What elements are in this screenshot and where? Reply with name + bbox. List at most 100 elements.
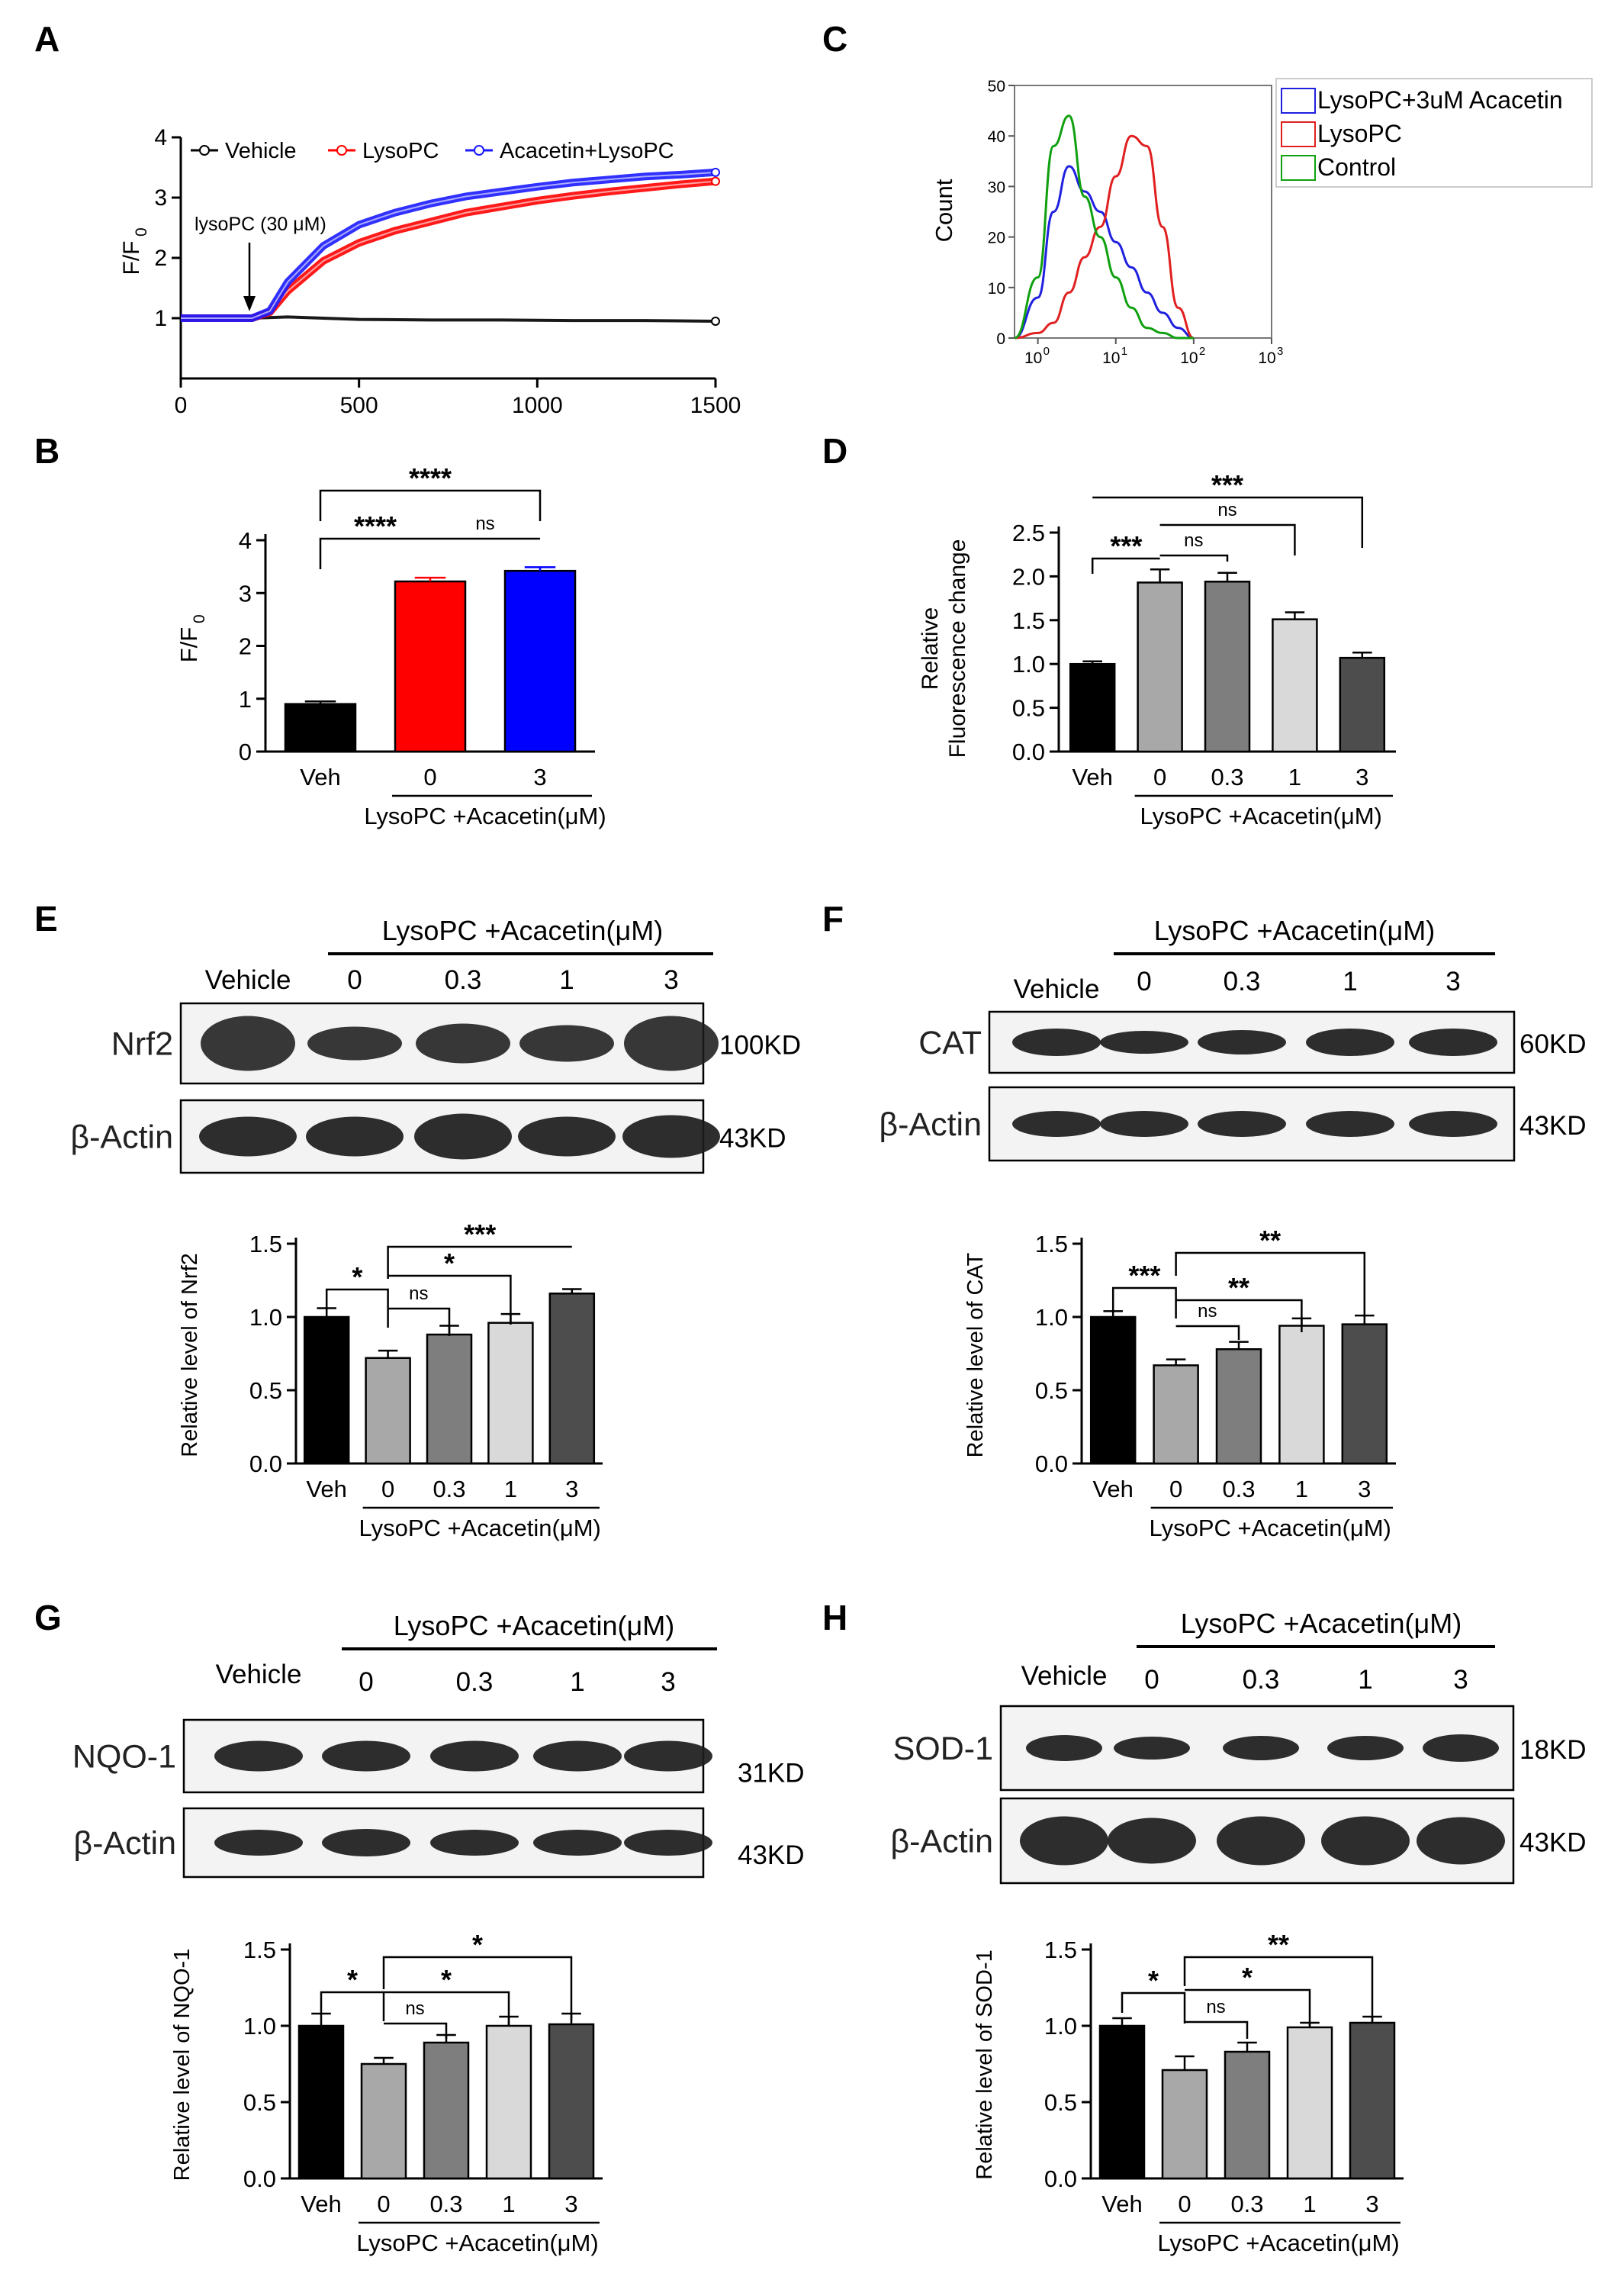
y-tick-label: 1.0 — [1044, 2013, 1077, 2040]
y-tick-label: 3 — [154, 185, 167, 211]
y-tick-label: 1.0 — [1012, 651, 1045, 678]
bar — [1339, 656, 1386, 753]
lane-label: 1 — [559, 965, 574, 995]
x-tick-exponent: 0 — [1044, 345, 1050, 358]
y-tick-label: 40 — [988, 128, 1005, 146]
x-tick-exponent: 2 — [1199, 345, 1205, 358]
significance-label: ns — [1184, 530, 1203, 551]
x-tick-label: 0 — [1153, 764, 1166, 790]
significance-bracket — [387, 1245, 572, 1279]
y-axis-label: Relative level of NQO-1 — [170, 1949, 195, 2181]
significance-label: ns — [1198, 1301, 1217, 1322]
bar — [1349, 2021, 1396, 2180]
y-axis-label: Relative level of SOD-1 — [973, 1950, 997, 2179]
x-tick-label: 1 — [1288, 764, 1301, 790]
protein-band — [1321, 1816, 1410, 1866]
histogram-trace — [1014, 165, 1195, 340]
protein-label: β-Actin — [879, 1106, 982, 1143]
y-tick-label: 0 — [996, 330, 1005, 348]
y-tick-label: 0.0 — [1012, 739, 1045, 765]
y-tick-label: 0.0 — [243, 2165, 276, 2192]
lane-label: 1 — [570, 1667, 584, 1697]
series-end-marker — [711, 316, 720, 326]
bar — [1089, 1315, 1137, 1465]
protein-band — [624, 1740, 712, 1772]
y-axis-label-text: Relative level of NQO-1 — [170, 1949, 195, 2181]
molecular-weight-label: 43KD — [1519, 1828, 1587, 1858]
y-tick-label: 0.5 — [1044, 2089, 1077, 2116]
protein-label: SOD-1 — [893, 1731, 993, 1767]
y-axis-label-sub: 0 — [133, 227, 150, 237]
protein-band — [1198, 1030, 1286, 1054]
x-tick-label: 0 — [377, 2191, 390, 2217]
lane-label: Vehicle — [1021, 1661, 1108, 1691]
series-line — [181, 168, 716, 322]
x-tick-label: 1500 — [690, 393, 741, 418]
x-tick-exponent: 1 — [1121, 345, 1127, 358]
bar — [487, 1322, 534, 1465]
significance-label: ns — [1206, 1997, 1225, 2017]
x-tick-label: 10 — [1258, 349, 1275, 367]
protein-band — [306, 1116, 404, 1157]
panel-letter-g: G — [34, 1598, 62, 1637]
bar — [423, 2041, 470, 2180]
legend-label: Acacetin+LysoPC — [500, 139, 674, 163]
significance-bracket — [1175, 1325, 1240, 1340]
y-tick-label: 1.5 — [1044, 1937, 1077, 1963]
x-tick-label: 3 — [1358, 1476, 1371, 1502]
y-tick-label: 1.0 — [1035, 1304, 1068, 1331]
significance-label: * — [347, 1964, 358, 1995]
y-tick-label: 20 — [988, 230, 1005, 247]
significance-bracket — [319, 489, 542, 521]
panel-d-bars: 0.0 0.5 1.0 1.5 2.0 2.5 Veh 0 0.3 1 3 LysoPC +Acace… — [918, 469, 1396, 829]
significance-label: *** — [464, 1219, 496, 1250]
protein-label: CAT — [918, 1025, 982, 1061]
x-tick-label: 0 — [1169, 1476, 1182, 1502]
protein-band — [1100, 1031, 1188, 1054]
bar — [394, 580, 467, 753]
panel-h-blot: H LysoPC +Acacetin(μM) Vehicle 0 0.3 1 3 SOD-1 1… — [822, 1598, 1587, 1885]
protein-band — [322, 1740, 410, 1772]
panel-e-bars: 0.0 0.5 1.0 1.5 Veh 0 0.3 1 3 LysoPC +Acacetin(μM… — [178, 1219, 603, 1541]
y-tick-label: 0.5 — [249, 1377, 282, 1404]
protein-band — [533, 1830, 622, 1856]
molecular-weight-label: 18KD — [1519, 1735, 1587, 1765]
legend-label: LysoPC+3uM Acacetin — [1317, 86, 1563, 114]
panel-a: A 1 2 3 4 0 500 1000 1500 F/F 0 Vehicle LysoPC Acacet… — [34, 19, 741, 418]
panel-h-bars: 0.0 0.5 1.0 1.5 Veh 0 0.3 1 3 LysoPC +Acacetin(μM… — [973, 1929, 1404, 2256]
legend-swatch — [1281, 88, 1316, 114]
protein-band — [1217, 1816, 1305, 1866]
significance-bracket — [1111, 1286, 1177, 1318]
legend-label: Control — [1317, 153, 1396, 181]
x-tick-label: 3 — [565, 1476, 578, 1502]
y-tick-label: 0 — [239, 739, 252, 765]
protein-label: β-Actin — [890, 1824, 993, 1860]
protein-label: β-Actin — [70, 1119, 173, 1156]
x-tick-label: 0 — [175, 393, 188, 418]
y-tick-label: 1 — [154, 306, 167, 331]
lane-label: 0.3 — [1243, 1665, 1280, 1695]
x-tick-exponent: 3 — [1277, 345, 1283, 358]
y-tick-label: 50 — [988, 78, 1005, 95]
protein-band — [430, 1740, 519, 1772]
x-tick-label: 0.3 — [429, 2191, 462, 2217]
lane-label: 0 — [1137, 967, 1151, 997]
protein-band — [1327, 1736, 1404, 1760]
x-tick-label: Veh — [1072, 764, 1112, 790]
y-axis-label: F/F 0 — [119, 227, 150, 275]
protein-band — [624, 1016, 719, 1071]
panel-g-blot: G LysoPC +Acacetin(μM) Vehicle 0 0.3 1 3 NQO-1 3… — [34, 1598, 805, 1879]
significance-bracket — [384, 2022, 448, 2039]
protein-band — [519, 1025, 614, 1062]
panel-f-blot: F LysoPC +Acacetin(μM) Vehicle 0 0.3 1 3 CAT 60K… — [822, 899, 1587, 1162]
y-axis-label: F/F 0 — [175, 614, 208, 662]
significance-label: ** — [1268, 1929, 1289, 1960]
x-tick-label: 0 — [423, 764, 436, 790]
y-tick-label: 2 — [154, 246, 167, 271]
y-tick-label: 30 — [988, 179, 1005, 196]
panel-g-bars: 0.0 0.5 1.0 1.5 Veh 0 0.3 1 3 LysoPC +Acacetin(μM… — [170, 1929, 603, 2256]
molecular-weight-label: 43KD — [738, 1840, 805, 1870]
significance-label: *** — [1128, 1260, 1160, 1291]
x-tick-label: 0 — [381, 1476, 394, 1502]
protein-band — [1012, 1029, 1101, 1056]
